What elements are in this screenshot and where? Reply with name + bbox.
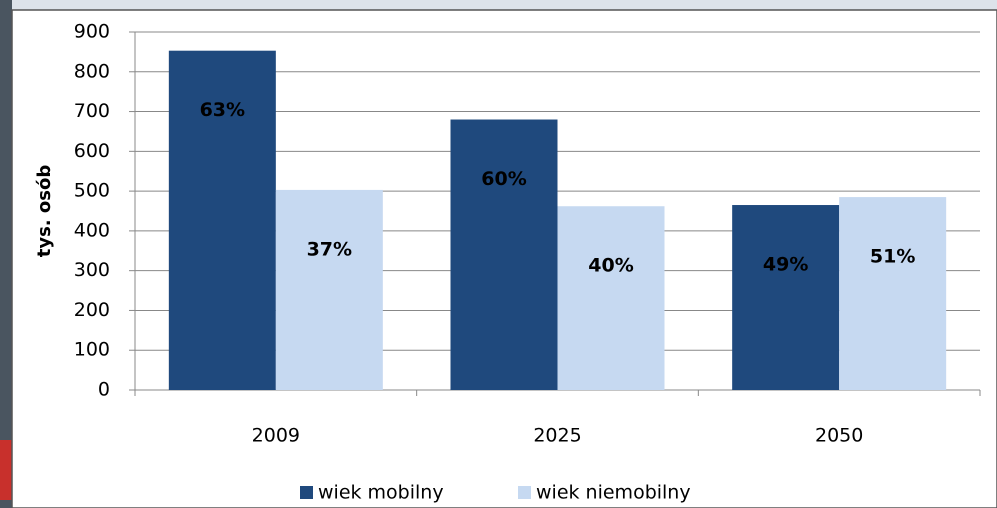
x-tick-label: 2050	[815, 425, 863, 447]
data-label: 37%	[307, 238, 352, 260]
y-tick-label: 200	[74, 299, 110, 321]
y-tick-label: 900	[74, 21, 110, 43]
data-label: 40%	[588, 255, 633, 277]
y-tick-label: 100	[74, 339, 110, 361]
y-axis-label: tys. osób	[34, 165, 55, 258]
logo-fragment	[0, 440, 12, 500]
y-tick-label: 300	[74, 259, 110, 281]
y-tick-label: 700	[74, 100, 110, 122]
data-label: 63%	[200, 99, 245, 121]
data-label: 49%	[763, 254, 808, 276]
bar	[732, 205, 840, 390]
legend-label: wiek niemobilny	[536, 482, 691, 504]
y-tick-label: 400	[74, 219, 110, 241]
frame-edge	[0, 0, 12, 508]
y-tick-label: 600	[74, 140, 110, 162]
bar	[275, 189, 383, 390]
bar	[557, 206, 665, 390]
bar	[839, 197, 947, 390]
data-label: 60%	[481, 168, 526, 190]
legend-swatch	[518, 486, 531, 499]
y-tick-label: 800	[74, 60, 110, 82]
data-label: 51%	[870, 246, 915, 268]
x-tick-label: 2009	[252, 425, 300, 447]
y-tick-label: 500	[74, 180, 110, 202]
bar	[168, 50, 276, 390]
x-tick-label: 2025	[533, 425, 581, 447]
bar	[450, 119, 558, 390]
legend-label: wiek mobilny	[318, 482, 444, 504]
y-tick-label: 0	[98, 379, 110, 401]
legend-swatch	[300, 486, 313, 499]
